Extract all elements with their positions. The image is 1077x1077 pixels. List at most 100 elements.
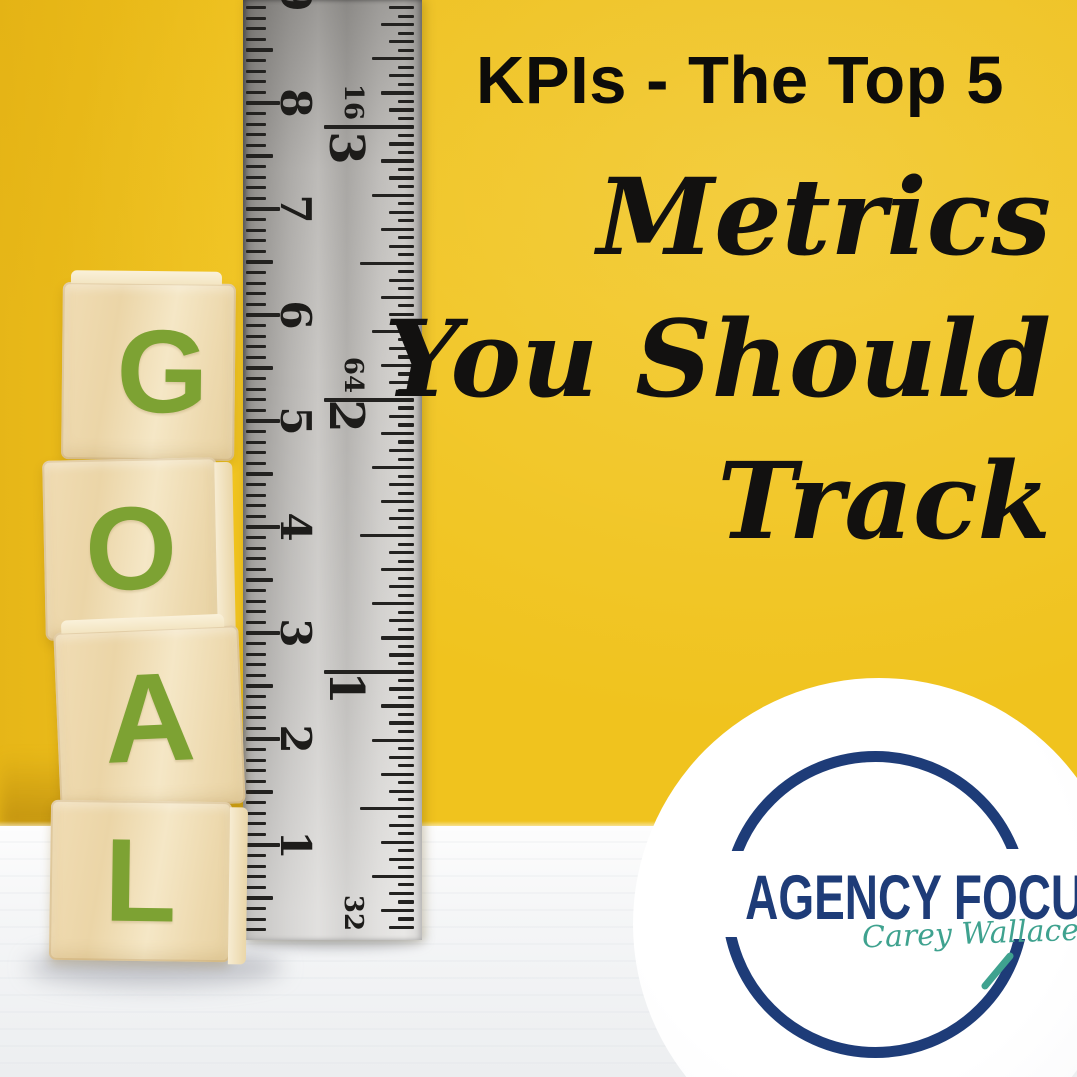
ruler-inch-tick (381, 91, 414, 95)
ruler-inch-tick (398, 883, 414, 887)
ruler-inch-tick (398, 202, 414, 206)
ruler-cm-tick (246, 27, 266, 31)
ruler-inch-tick (372, 329, 414, 333)
ruler-inch-tick (389, 687, 414, 691)
ruler-inch-tick (389, 414, 414, 419)
ruler-cm-tick (246, 917, 266, 921)
ruler-inch-tick (381, 295, 414, 299)
ruler-inch-tick (360, 534, 414, 538)
ruler-cm-tick (246, 472, 273, 476)
ruler-cm-tick (246, 6, 266, 10)
ruler-cm-tick (246, 885, 266, 889)
ruler-inch-tick (372, 738, 414, 742)
ruler-inch-tick (389, 278, 414, 282)
ruler-inch-tick (398, 99, 414, 104)
ruler-cm-tick (246, 366, 273, 370)
metal-ruler: 987654321321166432 (243, 0, 422, 940)
ruler-inch-tick (381, 431, 414, 436)
ruler-inch-tick (398, 491, 414, 495)
ruler-cm-number: 2 (271, 724, 320, 754)
ruler-cm-tick (246, 589, 266, 593)
ruler-inch-tick (398, 457, 414, 461)
ruler-inch-tick (398, 236, 414, 240)
ruler-inch-tick (389, 483, 414, 487)
ruler-inch-tick (398, 559, 414, 563)
ruler-cm-tick (246, 801, 266, 805)
ruler-inch-tick (372, 466, 414, 470)
ruler-inch-tick (398, 678, 414, 683)
ruler-inch-tick (398, 14, 414, 18)
ruler-cm-tick (246, 832, 266, 836)
ruler-cm-tick (246, 737, 280, 741)
ruler-inch-tick (398, 185, 414, 189)
block-letter-o: O (83, 482, 179, 616)
ruler-cm-tick (246, 143, 266, 147)
ruler-inch-tick (398, 219, 414, 223)
script-line-you-should: You Should (384, 296, 1051, 421)
ruler-inch-tick (398, 65, 414, 69)
ruler-inch-tick (398, 82, 414, 86)
ruler-inch-tick (389, 448, 414, 453)
ruler-cm-number: 6 (271, 300, 320, 330)
ruler-cm-tick (246, 546, 266, 550)
ruler-inch-tick (372, 57, 414, 61)
ruler-inch-tick (389, 585, 414, 589)
ruler-cm-number: 8 (271, 88, 320, 118)
ruler-inch-tick (381, 227, 414, 231)
ruler-cm-tick (246, 631, 280, 635)
ruler-inch-tick (389, 210, 414, 214)
ruler-cm-tick (246, 779, 266, 783)
ruler-cm-tick (246, 69, 266, 73)
ruler-cm-tick (246, 387, 266, 391)
ruler-cm-tick (246, 705, 266, 709)
ruler-cm-tick (246, 673, 266, 677)
ruler-inch-tick (398, 133, 414, 138)
ruler-cm-tick (246, 525, 280, 529)
ruler-inch-number: 1 (318, 671, 374, 705)
ruler-cm-tick (246, 101, 280, 105)
ruler-inch-tick (398, 440, 414, 444)
ruler-cm-tick (246, 345, 266, 349)
ruler-cm-tick (246, 228, 266, 232)
ruler-inch-tick (389, 619, 414, 623)
ruler-cm-tick (246, 377, 266, 381)
block-letter-g: G (115, 305, 210, 439)
ruler-cm-tick (246, 48, 273, 52)
ruler-inch-tick (389, 346, 414, 350)
ruler-cm-tick (246, 843, 280, 847)
ruler-inch-tick (398, 712, 414, 717)
ruler-cm-tick (246, 196, 266, 200)
wood-block-g: G (61, 282, 236, 461)
ruler-inch-tick (398, 270, 414, 274)
ruler-inch-tick (398, 389, 414, 393)
ruler-cm-tick (246, 726, 266, 730)
ruler-cm-tick (246, 567, 266, 571)
ruler-inch-tick (398, 525, 414, 529)
ruler-cm-tick (246, 313, 280, 317)
ruler-inch-number: 2 (318, 399, 374, 433)
ruler-inch-tick (389, 789, 414, 793)
block-letter-a: A (101, 645, 198, 790)
wood-block-a: A (53, 625, 246, 811)
ruler-inch-tick (381, 363, 414, 368)
headline: KPIs - The Top 5 (476, 43, 1004, 118)
ruler-inch-tick (389, 891, 414, 895)
ruler-inch-tick (389, 74, 414, 78)
ruler-cm-tick (246, 748, 266, 752)
ruler-inch-number: 3 (318, 131, 374, 165)
ruler-cm-tick (246, 440, 266, 444)
ruler-cm-number: 5 (271, 406, 320, 436)
ruler-cm-tick (246, 557, 266, 561)
ruler-inch-tick (324, 397, 414, 402)
ruler-cm-tick (246, 811, 266, 815)
logo-signature: Carey Wallace (861, 912, 1077, 956)
ruler-inch-tick (381, 568, 414, 572)
ruler-cm-number: 9 (271, 0, 320, 12)
ruler-inch-tick (398, 150, 414, 155)
script-text-block: Metrics You Should Track (384, 146, 1051, 572)
logo-ring-gap-left (710, 851, 764, 937)
ruler-cm-tick (246, 578, 273, 582)
ruler-cm-tick (246, 907, 266, 911)
ruler-cm-tick (246, 430, 266, 434)
ruler-inch-tick (389, 823, 414, 827)
